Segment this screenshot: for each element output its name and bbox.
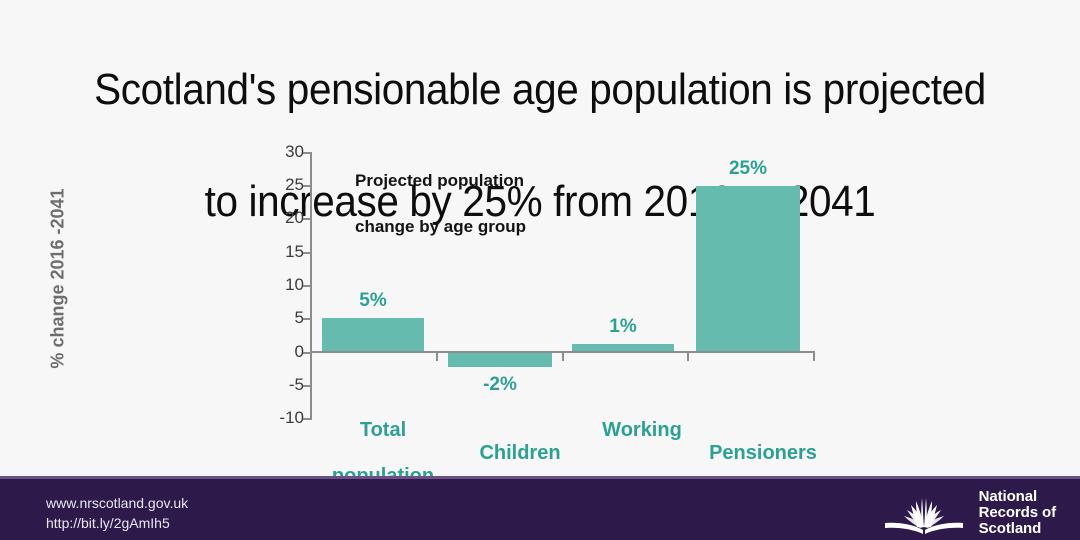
chart-subtitle-line-2: change by age group: [355, 217, 526, 236]
bar-children: [448, 353, 552, 367]
organisation-logo: National Records of Scotland: [881, 489, 1056, 537]
x-axis-zero-line: [310, 351, 815, 353]
y-tick-label: -5: [288, 375, 304, 394]
x-axis-tick: [436, 353, 438, 361]
x-axis-tick: [813, 353, 815, 361]
bar-total-population: [322, 318, 424, 351]
bar-value-pensioners: 25%: [728, 158, 768, 179]
y-tick-label: 20: [285, 208, 304, 227]
y-tick-label: 25: [285, 175, 304, 194]
y-axis-line: [310, 152, 312, 420]
footer-links: www.nrscotland.gov.uk http://bit.ly/2gAm…: [46, 493, 188, 533]
y-axis-tick: [303, 418, 311, 420]
footer-link-website[interactable]: www.nrscotland.gov.uk: [46, 495, 189, 511]
x-axis-tick: [687, 353, 689, 361]
logo-line-2: Records of: [978, 504, 1056, 521]
y-tick-label: 10: [285, 275, 304, 294]
y-tick-label: 15: [285, 242, 304, 261]
footer-link-short[interactable]: http://bit.ly/2gAmIh5: [46, 515, 170, 531]
bar-pensioners: [696, 186, 800, 351]
y-axis-tick: [303, 252, 311, 254]
y-axis-tick: [303, 185, 311, 187]
footer-bar: www.nrscotland.gov.uk http://bit.ly/2gAm…: [0, 476, 1080, 540]
open-book-icon: [884, 498, 963, 534]
bar-value-total-population: 5%: [359, 290, 387, 311]
y-axis-title: % change 2016 -2041: [47, 188, 68, 369]
bar-working-age: [572, 344, 674, 351]
x-axis-category-labels: Total population Children Working Pensio…: [290, 396, 850, 487]
y-tick-label: 0: [294, 342, 304, 361]
category-label-line: Children: [479, 442, 561, 464]
chart-subtitle-line-1: Projected population: [355, 171, 525, 190]
y-axis-tick: [303, 218, 311, 220]
y-axis-tick-labels: 30 25 20 15 10 5 0 -5 -10: [248, 140, 304, 427]
bar-chart: % change 2016 -2041 30 25 20 15 10 5 0 -…: [0, 140, 1080, 487]
logo-line-3: Scotland: [978, 520, 1042, 537]
category-label-line: Working: [602, 419, 682, 441]
chart-subtitle: Projected population change by age group: [355, 146, 615, 261]
plot-area: 5% -2% 1% 25%: [310, 152, 816, 420]
organisation-name: National Records of Scotland: [979, 489, 1056, 537]
category-label-pensioners: Pensioners: [673, 419, 853, 488]
y-tick-label: 5: [294, 308, 304, 327]
x-axis-tick: [562, 353, 564, 361]
category-label-children: Children: [445, 419, 595, 488]
y-axis-tick: [303, 285, 311, 287]
logo-line-1: National: [978, 488, 1038, 505]
page-title-line-1: Scotland's pensionable age population is…: [94, 65, 986, 114]
y-axis-tick: [303, 152, 311, 154]
category-label-working-age: Working: [567, 396, 717, 488]
y-axis-tick: [303, 318, 311, 320]
y-axis-tick: [303, 352, 311, 354]
category-label-line: Total: [359, 419, 407, 441]
bar-value-working-age: 1%: [609, 316, 637, 337]
y-axis-tick: [303, 385, 311, 387]
y-tick-label: 30: [285, 142, 304, 161]
category-label-line: Pensioners: [709, 442, 817, 464]
bar-value-children: -2%: [483, 374, 517, 395]
y-tick-label: -10: [279, 408, 304, 427]
